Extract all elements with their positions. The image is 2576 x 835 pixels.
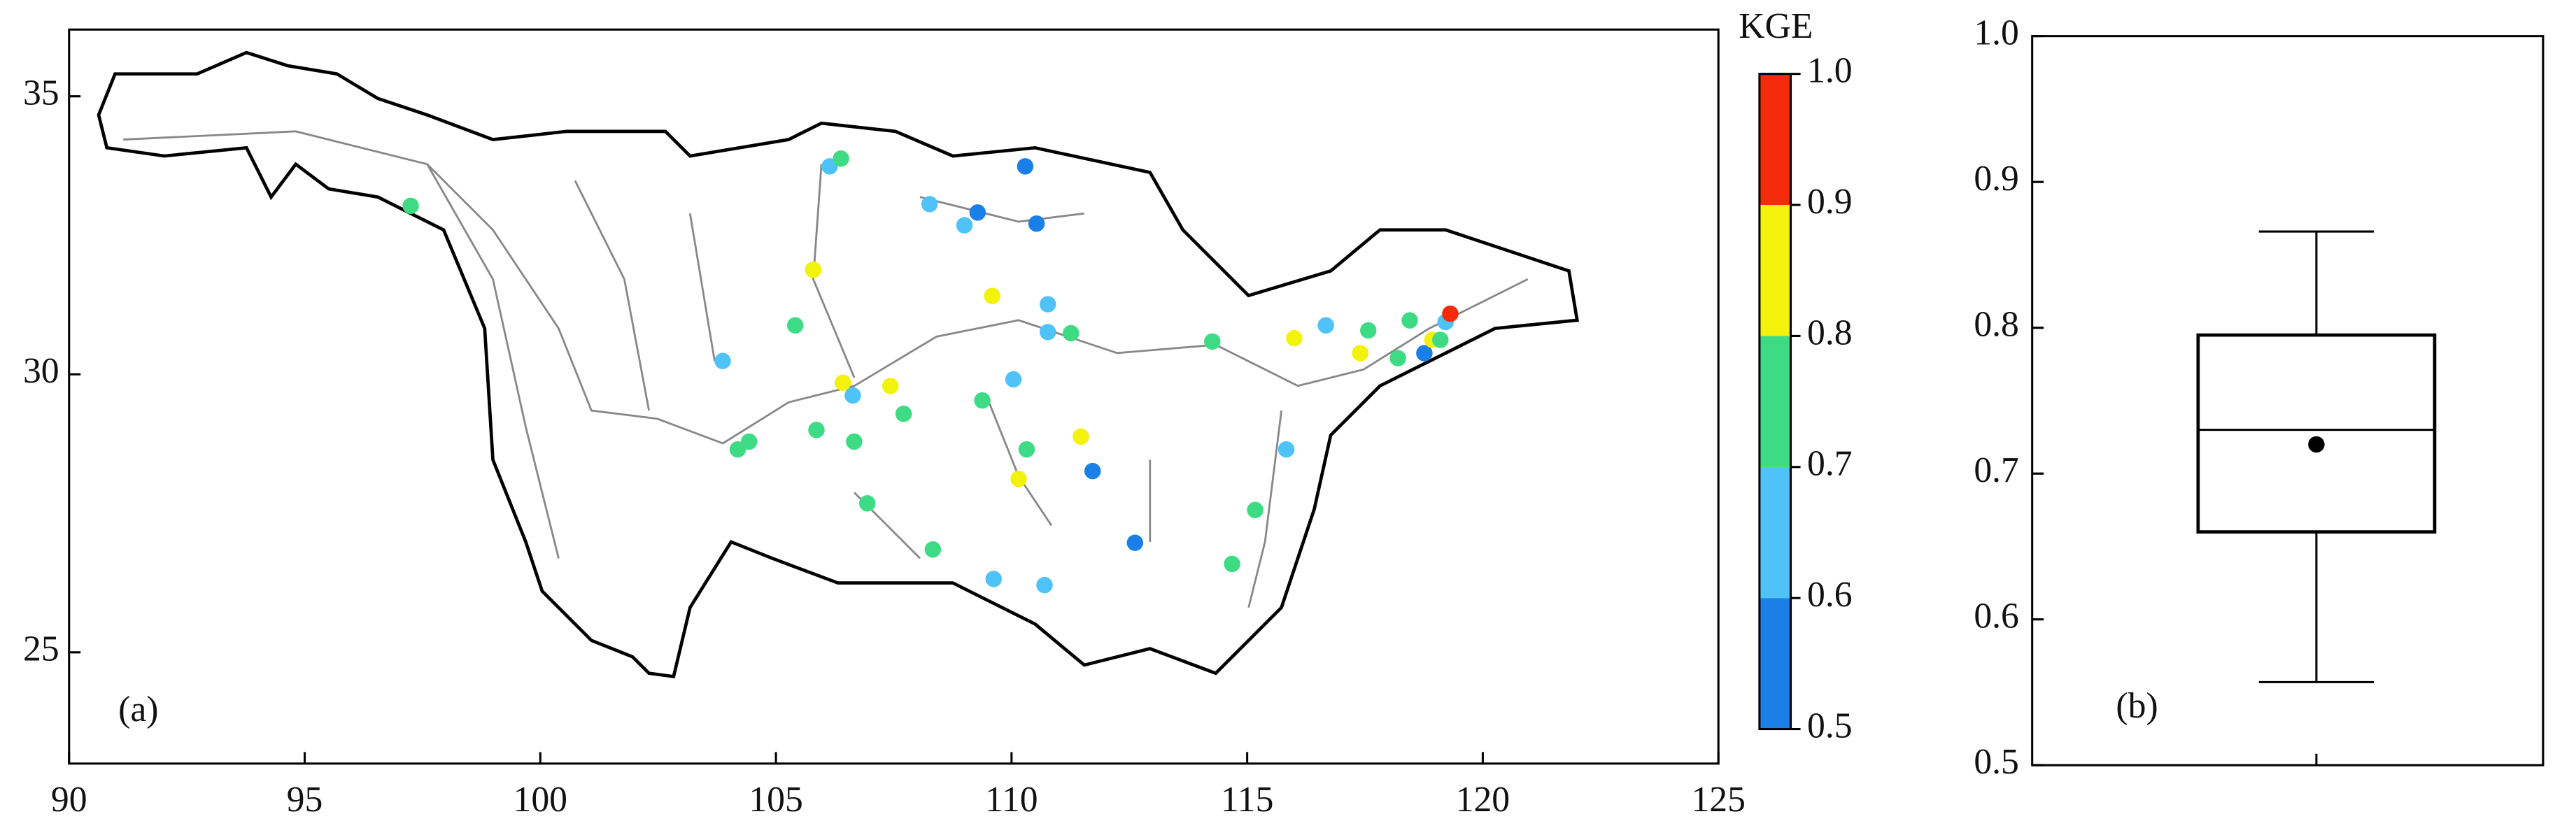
gauge-point: [1359, 322, 1377, 339]
gauge-point: [882, 378, 899, 394]
colorbar-tick-label: 1.0: [1807, 51, 1853, 91]
gauge-point: [805, 262, 822, 278]
colorbar-tick-label: 0.8: [1807, 313, 1853, 352]
box: [2196, 333, 2437, 534]
y-tick-label: 0.7: [1974, 450, 2019, 490]
gauge-point: [924, 541, 942, 558]
gauge-point: [895, 405, 912, 422]
gauge-point: [1039, 296, 1056, 313]
colorbar-segment: [1759, 466, 1791, 599]
gauge-point: [1039, 324, 1056, 341]
y-tick-label: 1.0: [1974, 13, 2019, 53]
gauge-point: [808, 422, 825, 438]
river-lines: [123, 130, 1529, 608]
gauge-point: [1389, 350, 1406, 366]
x-tick-label: 100: [514, 780, 567, 820]
gauge-point: [1432, 331, 1449, 348]
y-tick-label: 25: [23, 629, 59, 669]
x-tick-label: 90: [51, 780, 87, 820]
basin-outline: [97, 50, 1579, 679]
gauge-point: [1224, 555, 1240, 573]
gauge-point: [956, 217, 973, 234]
gauge-point: [1062, 324, 1080, 342]
x-tick-label: 110: [985, 780, 1038, 820]
y-tick-label: 30: [23, 351, 59, 391]
gauge-point: [786, 317, 804, 334]
gauge-point: [859, 494, 876, 512]
gauge-point: [1442, 305, 1459, 322]
colorbar-tick-label: 0.7: [1807, 444, 1853, 484]
y-tick-label: 0.6: [1974, 597, 2019, 636]
gauge-point: [1028, 215, 1045, 232]
gauge-point: [834, 374, 851, 391]
gauge-point: [1401, 312, 1418, 329]
gauge-point: [1018, 441, 1035, 458]
gauge-point: [969, 204, 986, 221]
gauge-point: [974, 392, 991, 409]
y-tick-label: 35: [23, 73, 59, 113]
gauge-point: [1126, 534, 1144, 551]
gauge-point: [1317, 317, 1334, 334]
gauge-point: [729, 441, 746, 458]
x-tick-label: 95: [287, 780, 323, 820]
gauge-point: [1036, 576, 1053, 594]
y-tick-label: 0.8: [1974, 305, 2019, 345]
basin-map: [97, 50, 1579, 679]
colorbar-frame: [1758, 73, 1792, 731]
x-tick-label: 125: [1691, 780, 1745, 820]
gauge-point: [1204, 333, 1221, 350]
gauge-point: [402, 197, 419, 215]
panel-label: (a): [118, 690, 158, 729]
plot-frame: [2031, 35, 2545, 766]
gauge-point: [1073, 428, 1089, 445]
gauge-point: [844, 387, 861, 404]
colorbar-segment: [1759, 336, 1791, 467]
gauge-point: [1017, 158, 1034, 175]
y-tick-label: 0.5: [1974, 742, 2019, 782]
gauge-point: [833, 150, 849, 167]
colorbar-tick-label: 0.9: [1807, 182, 1853, 222]
gauge-point: [985, 571, 1002, 587]
colorbar-tick-label: 0.6: [1807, 575, 1853, 615]
gauge-point: [1286, 329, 1303, 347]
gauge-point: [1010, 471, 1027, 487]
x-tick-label: 105: [749, 780, 802, 820]
gauge-point: [921, 196, 938, 213]
panel-label: (b): [2116, 686, 2158, 726]
gauge-point: [1278, 441, 1295, 458]
gauge-point: [1084, 462, 1101, 480]
gauge-point: [984, 287, 1000, 304]
colorbar-title: KGE: [1739, 6, 1813, 46]
x-tick-label: 115: [1221, 780, 1274, 820]
gauge-point: [1247, 501, 1264, 519]
colorbar-segment: [1759, 73, 1791, 206]
gauge-point: [1352, 345, 1369, 362]
colorbar-segment: [1759, 205, 1791, 336]
mean: [2308, 436, 2325, 453]
colorbar-segment: [1759, 598, 1791, 729]
gauge-point: [1005, 371, 1022, 388]
colorbar-tick-label: 0.5: [1807, 706, 1853, 745]
gauge-point: [846, 433, 863, 450]
gauge-point: [714, 352, 731, 369]
x-tick-label: 120: [1456, 780, 1510, 820]
gauge-point: [1416, 345, 1433, 362]
y-tick-label: 0.9: [1974, 159, 2019, 199]
plot-frame: [68, 28, 1720, 765]
